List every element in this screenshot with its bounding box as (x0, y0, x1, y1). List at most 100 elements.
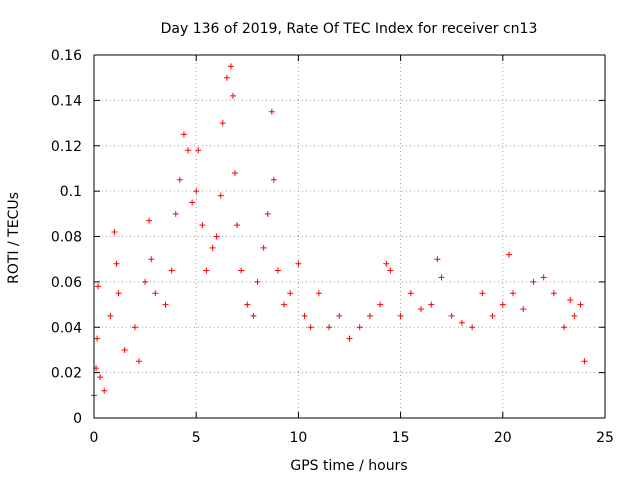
data-point-marker (407, 290, 414, 297)
data-point-marker (227, 63, 234, 70)
data-point-marker (520, 306, 527, 313)
data-point-marker (383, 260, 390, 267)
data-point-marker (448, 312, 455, 319)
data-point-marker (571, 312, 578, 319)
data-point-marker (95, 283, 102, 290)
data-point-marker (307, 324, 314, 331)
data-point-marker (135, 358, 142, 365)
data-point-marker (387, 267, 394, 274)
x-tick-label: 0 (90, 430, 99, 446)
data-point-marker (234, 222, 241, 229)
x-tick-label: 5 (192, 430, 201, 446)
data-point-marker (264, 210, 271, 217)
data-point-marker (148, 256, 155, 263)
data-point-marker (377, 301, 384, 308)
x-tick-label: 25 (596, 430, 614, 446)
data-point-marker (111, 228, 118, 235)
data-point-marker (209, 244, 216, 251)
y-tick-label: 0.12 (51, 139, 82, 155)
data-point-marker (176, 176, 183, 183)
data-point-marker (428, 301, 435, 308)
y-tick-label: 0.14 (51, 93, 82, 109)
data-point-marker (418, 306, 425, 313)
data-point-marker (356, 324, 363, 331)
data-point-marker (540, 274, 547, 281)
x-tick-labels: 0 5 10 15 20 25 (90, 430, 614, 446)
data-point-marker (238, 267, 245, 274)
x-tick-label: 10 (289, 430, 307, 446)
data-point-marker (142, 278, 149, 285)
data-point-marker (213, 233, 220, 240)
data-point-marker (479, 290, 486, 297)
data-point-marker (131, 324, 138, 331)
data-point-marker (438, 274, 445, 281)
data-point-marker (315, 290, 322, 297)
data-point-marker (254, 278, 261, 285)
data-point-marker (295, 260, 302, 267)
data-point-marker (223, 74, 230, 81)
data-point-marker (189, 199, 196, 206)
data-point-marker (469, 324, 476, 331)
y-tick-label: 0.16 (51, 48, 82, 64)
data-point-marker (250, 312, 257, 319)
data-point-marker (101, 387, 108, 394)
x-tick-label: 15 (392, 430, 410, 446)
data-point-marker (97, 374, 104, 381)
data-point-marker (260, 244, 267, 251)
data-point-marker (94, 335, 101, 342)
data-point-marker (152, 290, 159, 297)
data-point-marker (180, 131, 187, 138)
data-point-marker (510, 290, 517, 297)
data-point-marker (326, 324, 333, 331)
data-point-marker (185, 147, 192, 154)
data-point-marker (577, 301, 584, 308)
data-point-marker (281, 301, 288, 308)
data-point-marker (346, 335, 353, 342)
data-points (91, 63, 588, 399)
y-axis-label: ROTI / TECUs (6, 192, 22, 284)
data-point-marker (434, 256, 441, 263)
data-point-marker (274, 267, 281, 274)
data-point-marker (581, 358, 588, 365)
data-point-marker (229, 92, 236, 99)
data-point-marker (244, 301, 251, 308)
data-point-marker (268, 108, 275, 115)
data-point-marker (217, 192, 224, 199)
axis-ticks (93, 54, 606, 419)
y-tick-label: 0.08 (51, 230, 82, 246)
y-tick-labels: 0 0.02 0.04 0.06 0.08 0.1 0.12 0.14 0.16 (51, 48, 82, 427)
data-point-marker (561, 324, 568, 331)
y-tick-label: 0.1 (60, 184, 82, 200)
data-point-marker (162, 301, 169, 308)
data-point-marker (301, 312, 308, 319)
data-point-marker (168, 267, 175, 274)
data-point-marker (121, 346, 128, 353)
data-point-marker (530, 278, 537, 285)
data-point-marker (397, 312, 404, 319)
y-tick-label: 0 (73, 411, 82, 427)
x-axis-label: GPS time / hours (290, 458, 407, 474)
grid-lines (94, 55, 605, 418)
data-point-marker (232, 169, 239, 176)
data-point-marker (115, 290, 122, 297)
data-point-marker (113, 260, 120, 267)
data-point-marker (499, 301, 506, 308)
data-point-marker (107, 312, 114, 319)
data-point-marker (567, 297, 574, 304)
data-point-marker (336, 312, 343, 319)
y-tick-label: 0.06 (51, 275, 82, 291)
y-tick-label: 0.02 (51, 366, 82, 382)
chart-title: Day 136 of 2019, Rate Of TEC Index for r… (161, 21, 538, 37)
data-point-marker (219, 120, 226, 127)
data-point-marker (270, 176, 277, 183)
data-point-marker (146, 217, 153, 224)
data-point-marker (199, 222, 206, 229)
data-point-marker (366, 312, 373, 319)
data-point-marker (193, 188, 200, 195)
data-point-marker (505, 251, 512, 258)
y-tick-label: 0.04 (51, 320, 82, 336)
data-point-marker (287, 290, 294, 297)
data-point-marker (550, 290, 557, 297)
x-tick-label: 20 (494, 430, 512, 446)
